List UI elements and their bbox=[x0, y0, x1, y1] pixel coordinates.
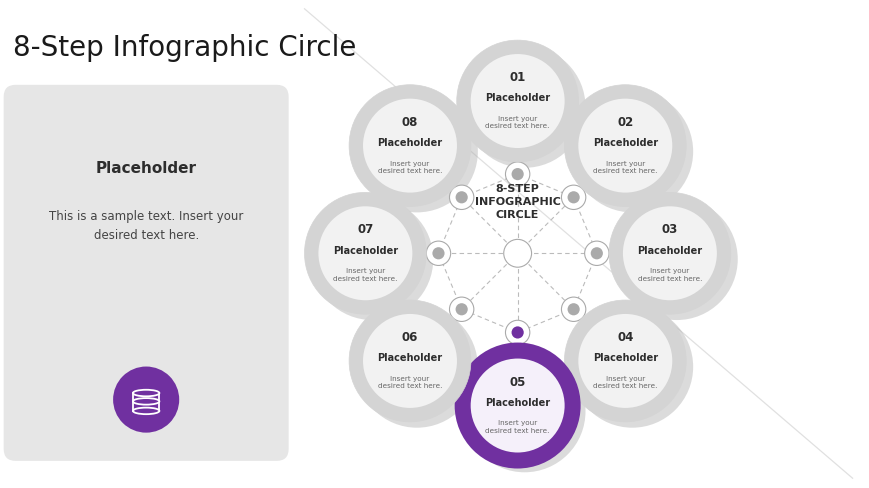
Circle shape bbox=[503, 240, 531, 267]
Text: 08: 08 bbox=[401, 116, 418, 128]
Circle shape bbox=[505, 163, 529, 187]
Ellipse shape bbox=[133, 398, 159, 405]
Circle shape bbox=[449, 186, 474, 210]
Text: Insert your
desired text here.: Insert your desired text here. bbox=[637, 267, 701, 281]
Circle shape bbox=[590, 248, 602, 260]
Text: Insert your
desired text here.: Insert your desired text here. bbox=[485, 420, 549, 433]
Text: Insert your
desired text here.: Insert your desired text here. bbox=[485, 116, 549, 129]
Circle shape bbox=[455, 304, 468, 316]
Circle shape bbox=[511, 169, 523, 181]
Circle shape bbox=[311, 199, 433, 321]
Circle shape bbox=[622, 207, 716, 301]
Circle shape bbox=[432, 248, 444, 260]
Text: 03: 03 bbox=[661, 223, 677, 236]
Text: Placeholder: Placeholder bbox=[377, 138, 442, 147]
Text: Insert your
desired text here.: Insert your desired text here. bbox=[593, 375, 657, 388]
Circle shape bbox=[449, 298, 474, 322]
Text: 07: 07 bbox=[357, 223, 373, 236]
Text: Insert your
desired text here.: Insert your desired text here. bbox=[593, 160, 657, 174]
Circle shape bbox=[463, 47, 585, 168]
Circle shape bbox=[578, 314, 672, 408]
Text: Placeholder: Placeholder bbox=[637, 245, 701, 255]
Circle shape bbox=[567, 304, 579, 316]
Text: 02: 02 bbox=[616, 116, 633, 128]
Bar bbox=[133, 393, 159, 411]
Circle shape bbox=[348, 85, 470, 207]
Circle shape bbox=[456, 41, 578, 163]
Text: 8-Step Infographic Circle: 8-Step Infographic Circle bbox=[13, 34, 356, 62]
Circle shape bbox=[455, 192, 468, 204]
Text: 05: 05 bbox=[509, 375, 525, 388]
Text: Insert your
desired text here.: Insert your desired text here. bbox=[377, 160, 441, 174]
Text: 04: 04 bbox=[616, 330, 633, 343]
Circle shape bbox=[578, 100, 672, 193]
Circle shape bbox=[362, 100, 456, 193]
Text: This is a sample text. Insert your
desired text here.: This is a sample text. Insert your desir… bbox=[49, 210, 243, 242]
Circle shape bbox=[584, 242, 608, 266]
Text: Placeholder: Placeholder bbox=[96, 161, 196, 176]
Text: Placeholder: Placeholder bbox=[377, 352, 442, 363]
Circle shape bbox=[564, 301, 686, 422]
Circle shape bbox=[567, 192, 579, 204]
Circle shape bbox=[304, 193, 426, 315]
Circle shape bbox=[348, 301, 470, 422]
Circle shape bbox=[505, 321, 529, 345]
Circle shape bbox=[355, 306, 477, 428]
Circle shape bbox=[571, 306, 693, 428]
Circle shape bbox=[561, 298, 585, 322]
Circle shape bbox=[113, 367, 179, 433]
Ellipse shape bbox=[133, 390, 159, 397]
Text: Placeholder: Placeholder bbox=[592, 138, 657, 147]
Text: Placeholder: Placeholder bbox=[485, 93, 549, 103]
Circle shape bbox=[608, 193, 730, 315]
Circle shape bbox=[564, 85, 686, 207]
Circle shape bbox=[511, 326, 523, 339]
Text: 01: 01 bbox=[509, 71, 525, 84]
Text: Insert your
desired text here.: Insert your desired text here. bbox=[377, 375, 441, 388]
Circle shape bbox=[362, 314, 456, 408]
Text: Placeholder: Placeholder bbox=[485, 397, 549, 407]
Circle shape bbox=[470, 359, 564, 452]
Text: 8-STEP
INFOGRAPHIC
CIRCLE: 8-STEP INFOGRAPHIC CIRCLE bbox=[474, 184, 560, 220]
Circle shape bbox=[426, 242, 450, 266]
Circle shape bbox=[561, 186, 585, 210]
Circle shape bbox=[463, 351, 585, 472]
Text: Placeholder: Placeholder bbox=[333, 245, 397, 255]
FancyBboxPatch shape bbox=[3, 85, 289, 461]
Circle shape bbox=[318, 207, 412, 301]
Circle shape bbox=[456, 345, 578, 467]
Text: Placeholder: Placeholder bbox=[592, 352, 657, 363]
Circle shape bbox=[571, 91, 693, 213]
Text: 06: 06 bbox=[401, 330, 418, 343]
Circle shape bbox=[355, 91, 477, 213]
Circle shape bbox=[470, 55, 564, 149]
Text: Insert your
desired text here.: Insert your desired text here. bbox=[333, 267, 397, 281]
Ellipse shape bbox=[133, 408, 159, 414]
Circle shape bbox=[615, 199, 737, 321]
